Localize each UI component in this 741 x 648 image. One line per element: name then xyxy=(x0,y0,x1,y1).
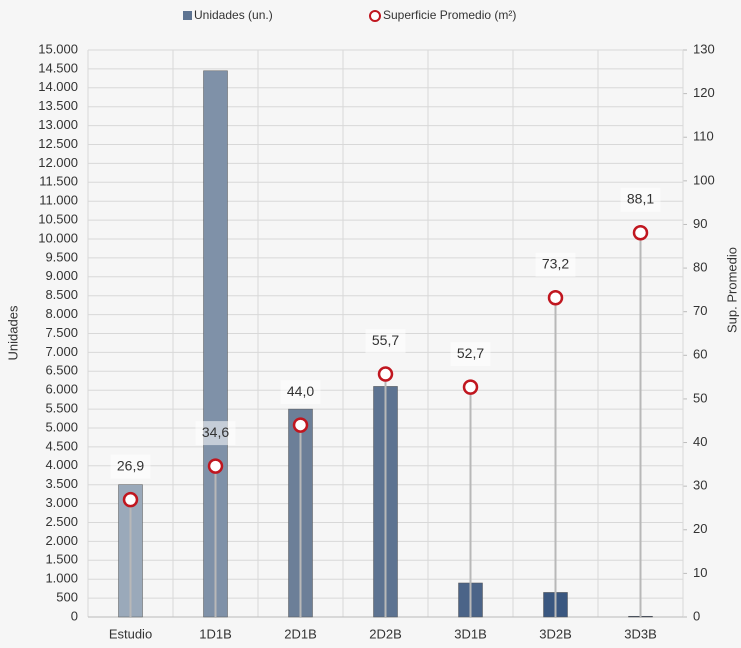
y-tick-label: 9.000 xyxy=(45,268,78,283)
value-label-bg xyxy=(195,421,236,446)
value-label-bg xyxy=(280,380,321,405)
value-label: 34,6 xyxy=(202,424,229,440)
y-tick-label: 1.000 xyxy=(45,571,78,586)
y-tick-label: 6.500 xyxy=(45,363,78,378)
y-tick-label: 12.000 xyxy=(38,155,78,170)
y2-tick-label: 30 xyxy=(693,478,707,493)
lollipop-point xyxy=(122,491,139,508)
y-tick-label: 14.000 xyxy=(38,79,78,94)
x-tick-label: 3D3B xyxy=(624,626,657,641)
lollipop-point xyxy=(377,366,394,382)
y2-tick-label: 40 xyxy=(693,434,707,449)
value-label-bg xyxy=(535,252,576,277)
y-tick-label: 3.500 xyxy=(45,476,78,491)
y-tick-label: 15.000 xyxy=(38,41,78,56)
lollipop-point xyxy=(207,458,224,474)
y-tick-label: 10.000 xyxy=(38,230,78,245)
value-label-bg xyxy=(110,454,151,479)
value-label: 55,7 xyxy=(372,332,399,348)
y-tick-label: 9.500 xyxy=(45,249,78,264)
y2-tick-label: 10 xyxy=(693,565,707,580)
x-tick-label: 3D1B xyxy=(454,626,487,641)
y2-tick-label: 120 xyxy=(693,85,715,100)
y2-tick-label: 70 xyxy=(693,303,707,318)
y2-tick-label: 110 xyxy=(693,129,714,144)
y2-tick-label: 20 xyxy=(693,521,707,536)
x-tick-label: Estudio xyxy=(109,626,152,641)
legend-label: Unidades (un.) xyxy=(194,8,273,22)
y-tick-label: 8.500 xyxy=(45,287,78,302)
legend-icon xyxy=(369,10,381,22)
y-tick-label: 13.000 xyxy=(38,117,78,132)
legend-label: Superficie Promedio (m²) xyxy=(383,8,516,22)
y-tick-label: 7.000 xyxy=(45,344,78,359)
y-tick-label: 2.500 xyxy=(45,514,78,529)
y-tick-label: 4.000 xyxy=(45,457,78,472)
lollipop-point xyxy=(547,289,564,306)
y2-tick-label: 90 xyxy=(693,216,707,231)
y-tick-label: 1.500 xyxy=(45,552,78,567)
lollipop-point xyxy=(462,379,479,395)
y-tick-label: 5.000 xyxy=(45,419,78,434)
value-label: 73,2 xyxy=(542,255,569,271)
y2-tick-label: 130 xyxy=(693,41,715,56)
y-tick-label: 10.500 xyxy=(38,212,78,227)
y-axis-title: Unidades xyxy=(5,305,20,360)
x-tick-label: 2D1B xyxy=(284,626,317,641)
value-label: 26,9 xyxy=(117,457,144,473)
value-label: 44,0 xyxy=(287,383,314,399)
legend-icon xyxy=(183,11,192,20)
y-tick-label: 0 xyxy=(71,608,78,623)
value-label: 88,1 xyxy=(627,190,654,206)
y2-tick-label: 0 xyxy=(693,608,700,623)
x-tick-label: 2D2B xyxy=(369,626,402,641)
y-tick-label: 4.500 xyxy=(45,438,78,453)
y2-tick-label: 80 xyxy=(693,260,707,275)
y-tick-label: 7.500 xyxy=(45,325,78,340)
y-tick-label: 5.500 xyxy=(45,401,78,416)
y2-tick-label: 60 xyxy=(693,347,707,362)
lollipop-point xyxy=(632,224,649,241)
y-tick-label: 11.500 xyxy=(39,174,78,189)
y2-tick-label: 100 xyxy=(693,172,715,187)
y-tick-label: 6.000 xyxy=(45,382,78,397)
y2-axis-title: Sup. Promedio xyxy=(724,247,739,333)
y-tick-label: 3.000 xyxy=(45,495,78,510)
y-tick-label: 2.000 xyxy=(45,533,78,548)
lollipop-point xyxy=(292,417,309,433)
x-tick-label: 3D2B xyxy=(539,626,572,641)
y-tick-label: 500 xyxy=(56,590,78,605)
y-tick-label: 8.000 xyxy=(45,306,78,321)
value-label: 52,7 xyxy=(457,345,484,361)
value-label-bg xyxy=(620,187,661,212)
y-tick-label: 11.000 xyxy=(39,193,78,208)
y-tick-label: 13.500 xyxy=(38,98,78,113)
value-label-bg xyxy=(450,342,491,367)
x-tick-label: 1D1B xyxy=(199,626,232,641)
y-tick-label: 14.500 xyxy=(38,60,78,75)
y2-tick-label: 50 xyxy=(693,390,707,405)
value-label-bg xyxy=(365,329,406,354)
y-tick-label: 12.500 xyxy=(38,136,78,151)
